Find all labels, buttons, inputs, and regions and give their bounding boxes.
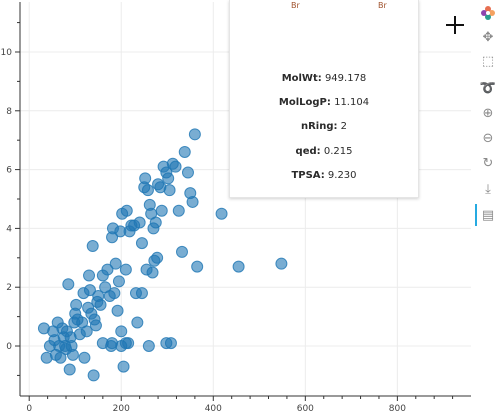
scatter-point[interactable] bbox=[149, 216, 162, 229]
scatter-point[interactable] bbox=[155, 204, 168, 217]
scatter-point[interactable] bbox=[172, 204, 185, 217]
scatter-point[interactable] bbox=[87, 369, 100, 382]
scatter-point[interactable] bbox=[115, 340, 128, 353]
zoom-in-icon[interactable]: ⊕ bbox=[482, 105, 494, 121]
scatter-point[interactable] bbox=[108, 287, 121, 300]
scatter-point[interactable] bbox=[135, 237, 148, 250]
scatter-point[interactable] bbox=[188, 128, 201, 141]
scatter-point[interactable] bbox=[181, 166, 194, 179]
tooltip-value: 11.104 bbox=[334, 97, 370, 108]
scatter-point[interactable] bbox=[66, 348, 79, 361]
y-tick-label: 6 bbox=[6, 166, 12, 176]
scatter-point[interactable] bbox=[70, 298, 83, 311]
scatter-point[interactable] bbox=[275, 257, 288, 270]
tooltip-row-mollogp: MolLogP: 11.104 bbox=[230, 97, 418, 109]
box-zoom-icon[interactable]: ⬚ bbox=[481, 53, 495, 69]
scatter-point[interactable] bbox=[54, 351, 67, 364]
scatter-point[interactable] bbox=[215, 207, 228, 220]
molecule-atom-label: Br bbox=[291, 1, 300, 10]
scatter-point[interactable] bbox=[120, 204, 133, 217]
scatter-point[interactable] bbox=[115, 325, 128, 338]
scatter-point[interactable] bbox=[86, 240, 99, 253]
scatter-point[interactable] bbox=[62, 278, 75, 291]
tooltip-row-nring: nRing: 2 bbox=[230, 121, 418, 133]
scatter-point[interactable] bbox=[131, 316, 144, 329]
y-tick-label: 4 bbox=[6, 224, 12, 234]
scatter-point[interactable] bbox=[142, 340, 155, 353]
scatter-point[interactable] bbox=[178, 145, 191, 158]
scatter-point[interactable] bbox=[151, 251, 164, 264]
save-icon[interactable]: ⤓ bbox=[485, 181, 491, 197]
scatter-point[interactable] bbox=[89, 319, 102, 332]
scatter-point[interactable] bbox=[83, 269, 96, 282]
lasso-select-icon[interactable]: ➰ bbox=[479, 80, 497, 96]
x-tick-label: 600 bbox=[297, 404, 314, 414]
x-tick-label: 200 bbox=[113, 404, 130, 414]
tooltip-label: qed: bbox=[295, 146, 321, 157]
tooltip-row-qed: qed: 0.215 bbox=[230, 146, 418, 158]
molecule-atom-label: Br bbox=[378, 1, 387, 10]
scatter-point[interactable] bbox=[111, 304, 124, 317]
scatter-point[interactable] bbox=[119, 263, 132, 276]
y-tick-label: 2 bbox=[6, 283, 12, 293]
tooltip-label: TPSA: bbox=[291, 170, 325, 181]
x-tick-label: 0 bbox=[26, 404, 32, 414]
scatter-point[interactable] bbox=[141, 184, 154, 197]
y-tick-label: 8 bbox=[6, 107, 12, 117]
tooltip-label: MolWt: bbox=[281, 73, 322, 84]
scatter-point[interactable] bbox=[175, 245, 188, 258]
scatter-point[interactable] bbox=[191, 260, 204, 273]
tooltip-value: 2 bbox=[340, 121, 348, 132]
crosshair-cursor-icon bbox=[446, 16, 464, 34]
scatter-point[interactable] bbox=[135, 287, 148, 300]
scatter-point[interactable] bbox=[162, 172, 175, 185]
scatter-point[interactable] bbox=[186, 195, 199, 208]
plot-toolbar: ✥ ⬚ ➰ ⊕ ⊖ ↻ ⤓ ▤ bbox=[475, 0, 501, 420]
tooltip-value: 949.178 bbox=[324, 73, 367, 84]
axes: 0 2 4 6 8 10 0 200 400 600 800 bbox=[1, 2, 471, 414]
scatter-point[interactable] bbox=[232, 260, 245, 273]
scatter-point[interactable] bbox=[163, 184, 176, 197]
plot-canvas[interactable]: 0 2 4 6 8 10 0 200 400 600 800 bbox=[0, 0, 475, 420]
y-tick-label: 0 bbox=[6, 342, 12, 352]
scatter-point[interactable] bbox=[94, 298, 107, 311]
scatter-point[interactable] bbox=[83, 284, 96, 297]
tooltip-row-tpsa: TPSA: 9.230 bbox=[230, 170, 418, 182]
zoom-out-icon[interactable]: ⊖ bbox=[482, 130, 494, 146]
scatter-point[interactable] bbox=[146, 266, 159, 279]
scatter-points[interactable] bbox=[37, 128, 288, 382]
y-tick-label: 10 bbox=[1, 48, 13, 58]
pan-icon[interactable]: ✥ bbox=[482, 29, 494, 45]
scatter-point[interactable] bbox=[80, 325, 93, 338]
tooltip-value: 9.230 bbox=[327, 170, 357, 181]
reset-icon[interactable]: ↻ bbox=[482, 155, 494, 171]
scatter-point[interactable] bbox=[109, 257, 122, 270]
tooltip-row-molwt: MolWt: 949.178 bbox=[230, 73, 418, 85]
scatter-point[interactable] bbox=[78, 351, 91, 364]
scatter-point[interactable] bbox=[117, 360, 130, 373]
tooltip-label: MolLogP: bbox=[278, 97, 331, 108]
tooltip-value: 0.215 bbox=[323, 146, 353, 157]
scatter-point[interactable] bbox=[63, 363, 76, 376]
scatter-point[interactable] bbox=[139, 172, 152, 185]
scatter-point[interactable] bbox=[160, 337, 173, 350]
scatter-point[interactable] bbox=[101, 263, 114, 276]
bokeh-logo-icon[interactable] bbox=[479, 4, 497, 22]
hover-tooltip: Br Br MolWt: 949.178 MolLogP: 11.104 nRi… bbox=[229, 0, 419, 198]
x-tick-label: 800 bbox=[389, 404, 406, 414]
tooltip-label: nRing: bbox=[300, 121, 338, 132]
scatter-point[interactable] bbox=[169, 160, 182, 173]
scatter-point[interactable] bbox=[133, 216, 146, 229]
x-tick-label: 400 bbox=[205, 404, 222, 414]
hover-icon[interactable]: ▤ bbox=[475, 204, 497, 226]
scatter-point[interactable] bbox=[112, 275, 125, 288]
